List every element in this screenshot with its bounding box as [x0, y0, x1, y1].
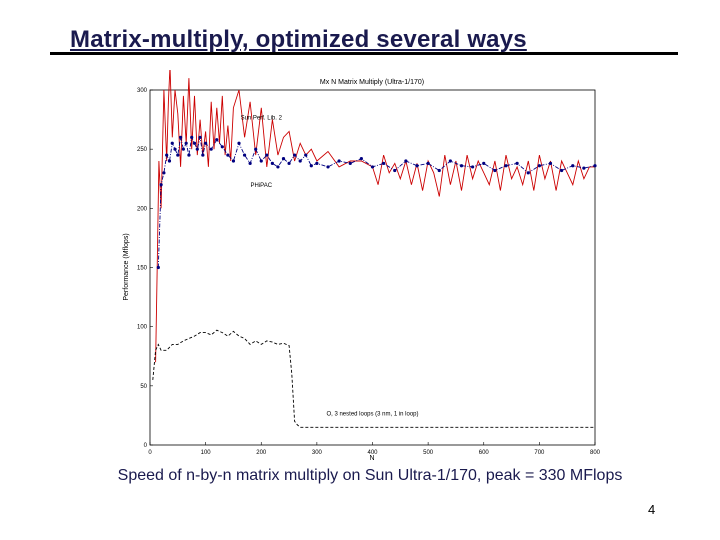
- chart-annotation: Sun Perf. Lib. 2: [241, 116, 283, 122]
- x-tick-label: 600: [479, 450, 490, 456]
- blue-series-marker: [248, 161, 252, 165]
- blue-series-marker: [162, 171, 166, 175]
- blue-series-marker: [415, 164, 419, 168]
- blue-series-marker: [190, 135, 194, 139]
- blue-series-marker: [201, 153, 205, 157]
- slide-title: Matrix-multiply, optimized several ways: [70, 26, 527, 53]
- blue-series-marker: [437, 168, 441, 173]
- blue-series-marker: [537, 164, 541, 168]
- blue-series-marker: [173, 147, 177, 151]
- x-tick-label: 700: [534, 450, 545, 456]
- blue-series-marker: [293, 153, 297, 157]
- y-tick-label: 300: [137, 88, 148, 94]
- blue-series-marker: [231, 159, 236, 163]
- blue-series-marker: [178, 135, 183, 139]
- blue-series-marker: [242, 153, 247, 157]
- blue-series-marker: [337, 159, 341, 163]
- blue-series-marker: [181, 147, 185, 151]
- blue-series-marker: [254, 147, 258, 151]
- blue-series-line: [157, 135, 596, 268]
- blue-series-marker: [270, 161, 274, 165]
- x-tick-label: 300: [312, 450, 323, 456]
- y-tick-label: 50: [140, 384, 147, 390]
- blue-series-marker: [493, 168, 497, 173]
- blue-series-marker: [209, 147, 213, 151]
- blue-series-marker: [304, 153, 308, 157]
- blue-series-marker: [393, 168, 397, 173]
- blue-series-marker: [259, 159, 263, 163]
- blue-series-marker: [265, 153, 269, 157]
- y-tick-label: 250: [137, 147, 148, 153]
- blue-series-marker: [459, 164, 464, 168]
- blue-series-marker: [159, 183, 163, 187]
- blue-series-marker: [548, 161, 553, 165]
- blue-series-marker: [192, 141, 197, 145]
- blue-series-marker: [226, 153, 230, 157]
- chart-annotation: PHiPAC: [250, 183, 272, 189]
- blue-series-marker: [187, 153, 191, 157]
- slide-caption: Speed of n-by-n matrix multiply on Sun U…: [117, 467, 623, 484]
- x-tick-label: 200: [256, 450, 267, 456]
- title-underline: [50, 52, 678, 55]
- x-axis-ticks: 0 100 200 300 400 500 600 700 800: [148, 442, 601, 456]
- blue-series-marker: [184, 141, 188, 145]
- blue-series-marker: [170, 141, 174, 145]
- blue-series-marker: [156, 265, 160, 270]
- chart-frame: [149, 89, 596, 446]
- blue-series-marker: [276, 165, 280, 169]
- y-tick-label: 100: [137, 325, 148, 331]
- series-layer: [152, 70, 597, 428]
- y-tick-label: 200: [137, 206, 148, 212]
- blue-series-marker: [370, 165, 375, 169]
- blue-series-marker: [482, 161, 486, 165]
- x-tick-label: 800: [590, 450, 601, 456]
- blue-series-marker: [515, 161, 519, 165]
- blue-series-marker: [167, 159, 172, 163]
- y-axis-label: Performance (Mflops): [123, 233, 130, 300]
- x-tick-label: 500: [423, 450, 434, 456]
- red-series-line: [155, 70, 595, 363]
- x-tick-label: 400: [367, 450, 378, 456]
- blue-series-marker: [198, 135, 202, 139]
- blue-series-marker: [526, 171, 530, 175]
- blue-series-marker: [309, 164, 313, 168]
- blue-series-marker: [404, 159, 408, 163]
- blue-series-marker: [165, 153, 169, 157]
- blue-series-marker: [287, 161, 291, 165]
- blue-series-marker: [315, 161, 319, 165]
- annotation-layer: Sun Perf. Lib. 2 PHiPAC O, 3 nested loops …: [241, 116, 419, 418]
- blue-series-marker: [504, 164, 508, 168]
- page-number: 4: [648, 502, 656, 517]
- blue-series-marker: [176, 153, 180, 157]
- blue-series-marker: [582, 166, 586, 170]
- blue-series-marker: [426, 161, 430, 165]
- y-tick-label: 0: [144, 443, 148, 449]
- blue-series-marker: [195, 147, 199, 151]
- x-tick-label: 0: [148, 450, 152, 456]
- chart-annotation: O, 3 nested loops (3 nm, 1 in loop): [326, 411, 418, 417]
- blue-series-marker: [298, 159, 302, 163]
- performance-chart: Mx N Matrix Multiply (Ultra-1/170) N Per…: [123, 70, 601, 460]
- chart-title: Mx N Matrix Multiply (Ultra-1/170): [320, 79, 424, 86]
- blue-series-marker: [382, 161, 386, 165]
- y-tick-label: 150: [137, 266, 148, 272]
- black-series-line: [152, 329, 595, 428]
- blue-series-marker: [593, 164, 597, 168]
- blue-series-marker: [348, 161, 352, 165]
- blue-series-marker: [281, 157, 286, 161]
- blue-series-marker: [359, 157, 363, 161]
- x-tick-label: 100: [201, 450, 212, 456]
- plot-area: [149, 89, 596, 446]
- blue-series-marker: [215, 138, 219, 142]
- x-axis-label: N: [369, 455, 374, 460]
- y-axis-ticks: 0 50 100 150 200 250 300: [137, 88, 153, 449]
- blue-series-marker: [220, 145, 224, 149]
- blue-series-marker: [204, 141, 208, 145]
- blue-series-marker: [471, 165, 475, 169]
- blue-series-marker: [448, 159, 452, 163]
- blue-series-marker: [571, 164, 575, 168]
- blue-series-marker: [326, 165, 330, 169]
- blue-series-marker: [560, 168, 564, 173]
- blue-series-marker: [237, 141, 241, 145]
